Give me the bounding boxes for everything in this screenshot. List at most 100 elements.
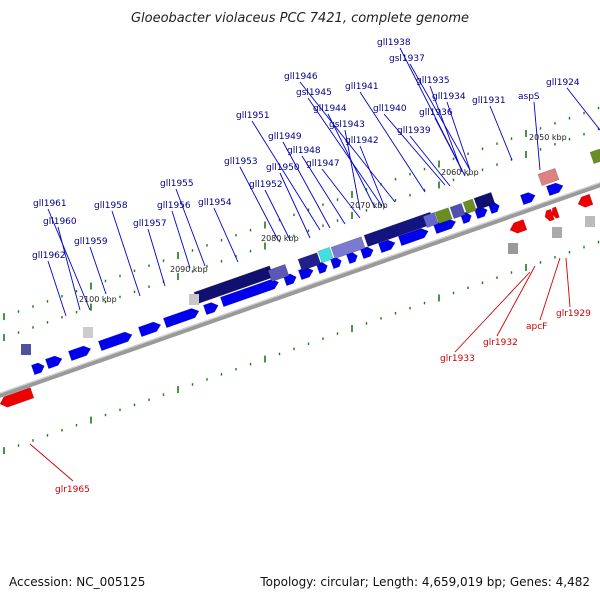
gene-small-5[interactable] xyxy=(585,216,595,227)
gene-block-11[interactable] xyxy=(537,168,560,186)
leader-forward-10 xyxy=(383,113,446,186)
gene-forward-8[interactable] xyxy=(283,272,298,287)
gene-forward-3[interactable] xyxy=(98,330,133,352)
gene-forward-2[interactable] xyxy=(68,344,92,362)
gene-forward-14[interactable] xyxy=(378,238,396,254)
gene-features xyxy=(0,148,600,410)
gene-label-gll1935[interactable]: gll1935 xyxy=(416,76,450,86)
gene-reverse-1[interactable] xyxy=(508,219,528,236)
kbp-label-2080: 2080 kbp xyxy=(261,234,299,243)
gene-label-gll1944[interactable]: gll1944 xyxy=(313,104,347,114)
gene-label-gll1962[interactable]: gll1962 xyxy=(32,251,66,261)
gene-small-2[interactable] xyxy=(189,294,199,305)
gene-label-gll1946[interactable]: gll1946 xyxy=(284,72,318,82)
gene-forward-1[interactable] xyxy=(45,354,63,370)
leader-forward-23 xyxy=(264,189,291,241)
gene-label-glr1933[interactable]: glr1933 xyxy=(440,354,475,364)
gene-label-gll1924[interactable]: gll1924 xyxy=(546,78,580,88)
leader-forward-14 xyxy=(344,129,361,211)
gene-label-gll1959[interactable]: gll1959 xyxy=(74,237,108,247)
gene-reverse-3[interactable] xyxy=(550,206,560,219)
gene-label-gll1931[interactable]: gll1931 xyxy=(472,96,506,106)
gene-label-gll1960[interactable]: gll1960 xyxy=(43,217,77,227)
gene-label-gll1953[interactable]: gll1953 xyxy=(224,157,258,167)
gene-forward-6[interactable] xyxy=(203,301,220,316)
gene-label-gll1941[interactable]: gll1941 xyxy=(345,82,379,92)
gene-block-1[interactable] xyxy=(267,264,290,282)
forward-gene-labels: gll1938 gsl1937 gll1946 gll1935 gll1941 … xyxy=(32,38,580,261)
gene-small-4[interactable] xyxy=(552,227,562,238)
gene-block-3[interactable] xyxy=(317,247,334,263)
gene-label-gll1961[interactable]: gll1961 xyxy=(33,199,67,209)
gene-block-2[interactable] xyxy=(297,252,322,271)
gene-label-gll1942[interactable]: gll1942 xyxy=(345,136,379,146)
gene-small-0[interactable] xyxy=(21,344,31,355)
gene-label-gll1955[interactable]: gll1955 xyxy=(160,179,194,189)
leader-forward-7 xyxy=(533,101,541,171)
gene-label-gll1936[interactable]: gll1936 xyxy=(419,108,453,118)
gene-label-apcF[interactable]: apcF xyxy=(526,322,547,332)
reverse-gene-labels: glr1929 apcF glr1932 glr1933 glr1965 xyxy=(55,309,591,495)
leader-reverse-3 xyxy=(454,271,531,353)
gene-label-gll1958[interactable]: gll1958 xyxy=(94,201,128,211)
gene-forward-21[interactable] xyxy=(546,181,564,197)
gene-block-7[interactable] xyxy=(434,207,453,224)
gene-forward-15[interactable] xyxy=(398,226,430,247)
leader-forward-11 xyxy=(434,117,466,177)
gene-label-glr1965[interactable]: glr1965 xyxy=(55,485,90,495)
gene-small-3[interactable] xyxy=(508,243,518,254)
gene-label-gll1954[interactable]: gll1954 xyxy=(198,198,232,208)
gene-label-gll1956[interactable]: gll1956 xyxy=(157,201,191,211)
gene-forward-0[interactable] xyxy=(31,361,46,376)
leader-forward-31 xyxy=(47,260,67,317)
gene-label-gll1938[interactable]: gll1938 xyxy=(377,38,411,48)
gene-forward-7[interactable] xyxy=(220,277,280,308)
leader-forward-28 xyxy=(57,226,81,311)
gene-forward-20[interactable] xyxy=(520,191,537,206)
gene-label-aspS[interactable]: aspS xyxy=(518,92,540,102)
gene-reverse-0[interactable] xyxy=(0,387,35,410)
gene-small-1[interactable] xyxy=(83,327,93,338)
gene-label-gll1957[interactable]: gll1957 xyxy=(133,219,167,229)
gene-block-9[interactable] xyxy=(462,198,477,214)
leader-reverse-2 xyxy=(496,265,536,337)
gene-block-12[interactable] xyxy=(589,148,600,164)
tick-track-inner xyxy=(3,240,600,455)
gene-label-gsl1937[interactable]: gsl1937 xyxy=(389,54,425,64)
leader-forward-4 xyxy=(359,91,426,193)
gene-label-glr1929[interactable]: glr1929 xyxy=(556,309,591,319)
gene-label-glr1932[interactable]: glr1932 xyxy=(483,338,518,348)
gene-forward-4[interactable] xyxy=(138,320,162,338)
gene-block-10[interactable] xyxy=(473,192,496,210)
gene-label-gll1950[interactable]: gll1950 xyxy=(266,163,300,173)
gene-label-gll1951[interactable]: gll1951 xyxy=(236,111,270,121)
gene-block-8[interactable] xyxy=(449,203,466,219)
gene-block-6[interactable] xyxy=(422,212,439,228)
gene-label-gll1940[interactable]: gll1940 xyxy=(373,104,407,114)
gene-label-gsl1943[interactable]: gsl1943 xyxy=(329,120,365,130)
leader-reverse-1 xyxy=(539,257,561,321)
gene-reverse-4[interactable] xyxy=(576,193,594,209)
tick-track-outer xyxy=(3,127,600,342)
gene-forward-13[interactable] xyxy=(360,245,375,260)
gene-label-gll1947[interactable]: gll1947 xyxy=(306,159,340,169)
gene-label-gsl1945[interactable]: gsl1945 xyxy=(296,88,332,98)
kbp-label-2050: 2050 kbp xyxy=(529,133,567,142)
gene-block-4[interactable] xyxy=(330,236,366,259)
kbp-label-2070: 2070 kbp xyxy=(350,201,388,210)
leader-forward-6 xyxy=(446,101,471,171)
gene-forward-10[interactable] xyxy=(316,261,329,275)
gene-label-gll1952[interactable]: gll1952 xyxy=(249,180,283,190)
leader-forward-16 xyxy=(282,141,331,229)
gene-reverse-2[interactable] xyxy=(543,208,555,222)
leader-reverse-4 xyxy=(29,443,74,482)
gene-label-gll1949[interactable]: gll1949 xyxy=(268,132,302,142)
leader-forward-5 xyxy=(307,97,383,207)
gene-label-gll1934[interactable]: gll1934 xyxy=(432,92,466,102)
leader-forward-12 xyxy=(489,105,513,161)
genome-backbone xyxy=(0,182,600,398)
gene-forward-5[interactable] xyxy=(163,306,200,329)
gene-label-gll1939[interactable]: gll1939 xyxy=(397,126,431,136)
gene-label-gll1948[interactable]: gll1948 xyxy=(287,146,321,156)
